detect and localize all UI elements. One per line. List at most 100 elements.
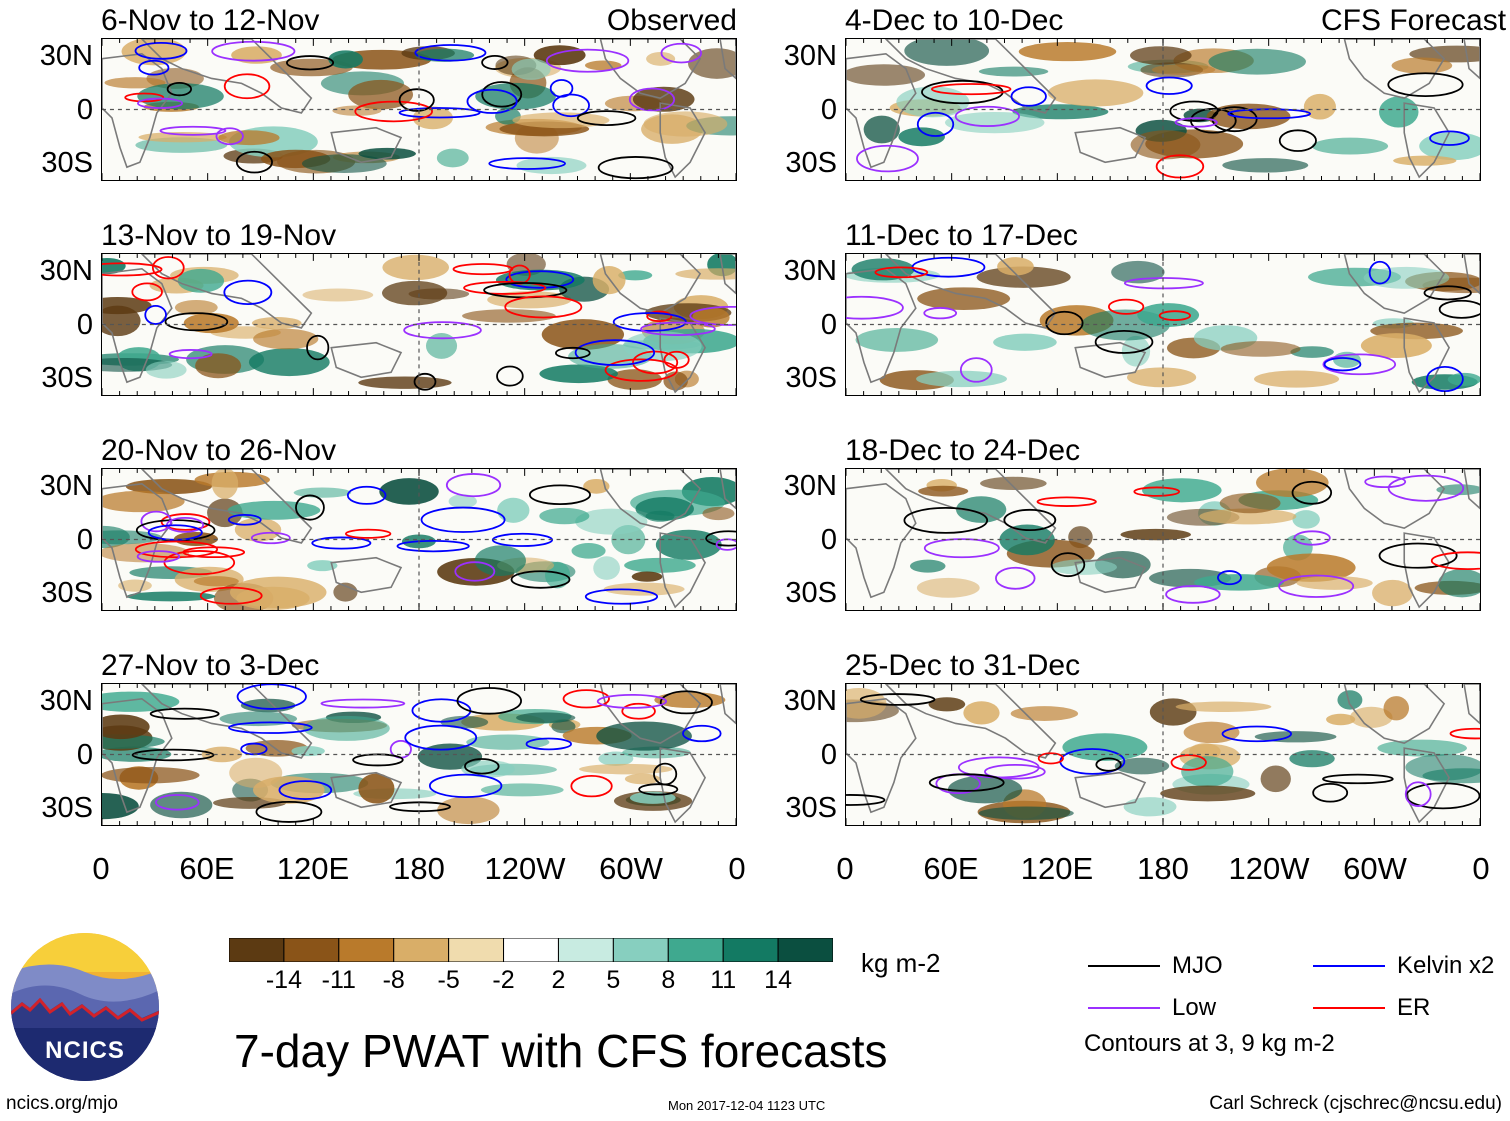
moist-anomaly-blob	[516, 156, 587, 175]
coastline	[719, 469, 736, 510]
legend-label: ER	[1397, 994, 1431, 1021]
coastline	[719, 39, 736, 80]
panel-title: 20-Nov to 26-Nov	[101, 434, 337, 467]
panel-title: 6-Nov to 12-Nov	[101, 4, 320, 37]
coastline	[140, 39, 313, 114]
colorbar-swatch	[228, 937, 285, 963]
wave-contour	[596, 693, 668, 709]
coastline	[846, 52, 917, 169]
dry-anomaly-blob	[1360, 333, 1432, 359]
lon-tick-label: 120E	[1020, 851, 1094, 886]
wave-contour	[954, 105, 1020, 127]
lon-tick-label: 180	[393, 851, 445, 886]
dry-anomaly-blob	[382, 254, 450, 281]
moist-anomaly-blob	[863, 115, 900, 144]
wave-contour	[154, 794, 200, 811]
colorbar-swatch	[338, 937, 395, 963]
colorbar-swatches	[228, 937, 834, 963]
wave-contour	[923, 538, 1000, 559]
dry-anomaly-blob	[917, 287, 1011, 311]
moist-anomaly-blob	[598, 751, 634, 766]
moist-anomaly-blob	[1292, 510, 1320, 529]
lat-tick-label: 0	[76, 308, 93, 341]
wave-contour	[1170, 754, 1207, 771]
panel-title: 13-Nov to 19-Nov	[101, 219, 337, 252]
moist-anomaly-blob	[1290, 346, 1334, 358]
dry-anomaly-blob	[579, 763, 673, 775]
dry-anomaly-blob	[916, 577, 980, 598]
lat-tick-label: 30N	[39, 39, 93, 72]
wave-contour	[138, 59, 170, 76]
wave-contour	[528, 484, 591, 505]
dry-anomaly-blob	[1120, 528, 1191, 541]
dry-anomaly-blob	[1010, 706, 1079, 721]
website-link[interactable]: ncics.org/mjo	[6, 1093, 118, 1114]
moist-anomaly-blob	[102, 257, 126, 275]
colorbar-tick: -2	[492, 966, 515, 994]
wave-contour	[1430, 551, 1480, 570]
wave-contour	[159, 125, 227, 136]
wave-contour	[574, 339, 656, 366]
colorbar-tick: 2	[551, 966, 566, 994]
wave-contour	[931, 83, 1012, 96]
wave-contour	[957, 756, 1040, 779]
wave-contour	[646, 310, 673, 323]
wave-contour	[452, 263, 514, 276]
lon-tick-label: 120W	[484, 851, 566, 886]
moist-anomaly-blob	[1419, 132, 1480, 161]
dry-anomaly-blob	[102, 305, 141, 337]
lat-tick-label: 30N	[783, 39, 837, 72]
colorbar-swatch	[393, 937, 450, 963]
wave-contour	[621, 702, 656, 720]
dry-anomaly-blob	[583, 478, 610, 494]
colorbar-tick: -8	[382, 966, 405, 994]
dry-anomaly-blob	[302, 288, 374, 302]
dry-anomaly-blob	[174, 299, 218, 316]
wave-contour	[1293, 530, 1331, 546]
wave-contour	[1423, 285, 1472, 301]
wave-contour	[510, 570, 571, 589]
wave-contour	[570, 775, 613, 798]
wave-contour	[705, 530, 736, 547]
map-panel	[101, 38, 737, 181]
wave-contour	[463, 281, 547, 295]
coastline	[846, 267, 917, 384]
wave-contour	[223, 73, 271, 100]
moist-anomaly-blob	[1311, 137, 1389, 155]
wave-contour	[454, 561, 496, 582]
wave-contour	[136, 97, 184, 109]
lon-tick-label: 0	[1472, 851, 1490, 886]
moist-anomaly-blob	[440, 715, 489, 729]
wave-contour	[846, 295, 904, 320]
dry-anomaly-blob	[1047, 79, 1144, 107]
moist-anomaly-blob	[944, 111, 1045, 134]
wave-contour	[1037, 752, 1064, 765]
forecast-header: CFS Forecast	[1321, 4, 1507, 37]
moist-anomaly-blob	[904, 39, 990, 66]
lon-tick-label: 60W	[599, 851, 663, 886]
dry-anomaly-blob	[1183, 721, 1240, 744]
moist-anomaly-blob	[571, 543, 606, 559]
wave-contour	[223, 279, 273, 305]
lat-tick-label: 30N	[783, 469, 837, 502]
moist-anomaly-blob	[497, 497, 530, 523]
logo-graphic: NCICS	[11, 933, 159, 1081]
wave-contour	[286, 55, 335, 71]
wave-contour	[481, 81, 523, 108]
coastline	[1463, 469, 1480, 510]
dry-anomaly-blob	[125, 478, 212, 495]
coastline	[846, 482, 917, 599]
dry-anomaly-blob	[195, 353, 242, 379]
wave-contour	[1368, 260, 1392, 285]
lon-tick-label: 0	[92, 851, 110, 886]
dry-anomaly-blob	[1326, 713, 1356, 726]
moist-anomaly-blob	[137, 83, 224, 110]
wave-contour	[306, 334, 330, 361]
legend-label: MJO	[1172, 952, 1223, 979]
moist-anomaly-blob	[145, 361, 187, 379]
dry-anomaly-blob	[541, 319, 625, 350]
moist-anomaly-blob	[978, 806, 1074, 820]
wave-contour	[1378, 542, 1458, 569]
dry-anomaly-blob	[1175, 701, 1272, 713]
wave-contour	[1217, 570, 1242, 586]
